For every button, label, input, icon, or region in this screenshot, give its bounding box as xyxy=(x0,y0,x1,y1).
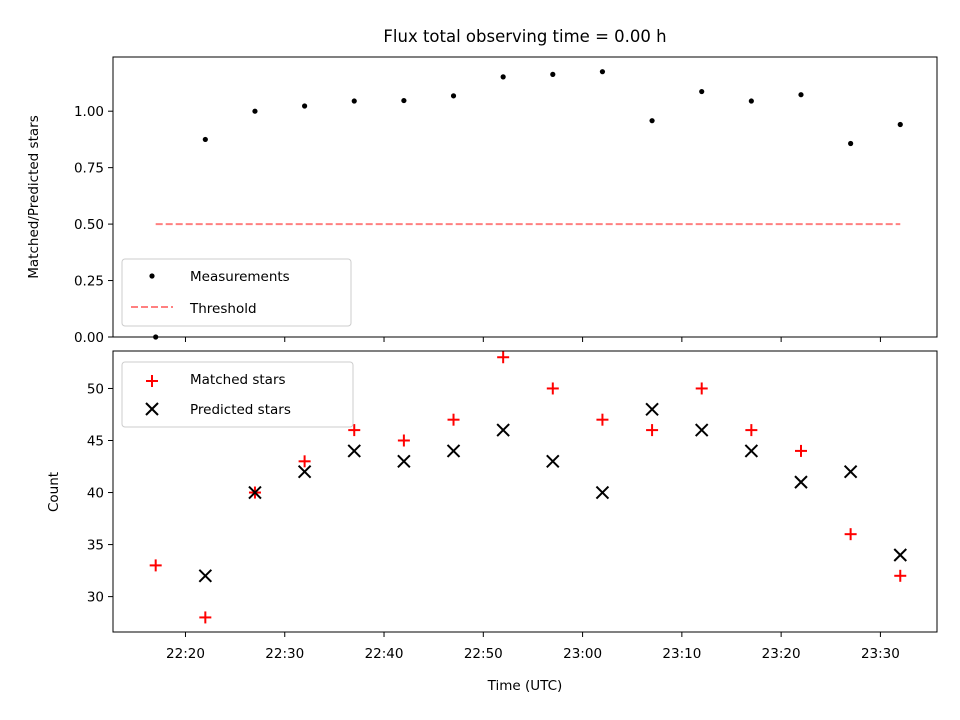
measurements-point xyxy=(252,108,258,114)
predicted-stars-point xyxy=(297,465,312,479)
matched-stars-point xyxy=(497,351,510,364)
matched-stars-point xyxy=(199,611,212,624)
top-panel-frame xyxy=(112,56,938,338)
x-tick-label: 22:50 xyxy=(464,646,503,662)
x-tick-label: 22:30 xyxy=(265,646,304,662)
measurements-point xyxy=(302,103,308,109)
x-tick-label: 23:10 xyxy=(662,646,701,662)
measurements-point xyxy=(550,71,556,77)
x-tick-label: 23:00 xyxy=(563,646,602,662)
bottom-y-tick-label: 35 xyxy=(87,538,104,554)
predicted-stars-point xyxy=(198,569,213,583)
matched-stars-point xyxy=(298,455,311,468)
top-y-tick-label: 0.00 xyxy=(74,330,104,346)
measurements-point xyxy=(748,98,754,104)
bottom-legend: Matched stars Predicted stars xyxy=(121,361,354,428)
matched-stars-point xyxy=(695,382,708,395)
legend-matched-marker xyxy=(146,375,158,387)
measurements-point xyxy=(699,88,705,95)
predicted-stars-point xyxy=(695,423,709,437)
predicted-stars-point xyxy=(397,454,411,469)
top-panel: 0.00 0.25 0.50 0.75 1.00 Matched/Predicted s… xyxy=(26,56,938,346)
matched-stars-point xyxy=(149,559,162,572)
top-legend-box xyxy=(121,258,352,327)
measurements-point xyxy=(202,136,208,143)
top-y-tick-label: 0.50 xyxy=(74,217,104,233)
predicted-stars-point xyxy=(546,454,560,469)
predicted-stars-point xyxy=(645,402,659,416)
matched-stars-point xyxy=(844,528,857,541)
matched-stars-point xyxy=(596,413,609,426)
bottom-panel: 30 35 40 45 50 22:20 22:30 22:40 22:50 23:00 23:10… xyxy=(46,350,938,662)
predicted-stars-point xyxy=(446,444,461,458)
measurements-point xyxy=(351,98,357,104)
bottom-panel-frame xyxy=(112,350,938,633)
matched-stars-point xyxy=(447,413,460,426)
top-y-tick-label: 0.75 xyxy=(74,161,104,177)
top-y-tick-label: 0.25 xyxy=(74,274,104,290)
bottom-y-tick-label: 45 xyxy=(87,434,104,450)
x-tick-label: 23:30 xyxy=(861,646,900,662)
x-tick-label: 22:20 xyxy=(166,646,205,662)
top-legend: Measurements Threshold xyxy=(121,258,352,327)
measurements-point xyxy=(599,69,606,75)
predicted-stars-point xyxy=(248,485,262,500)
legend-measurements-marker xyxy=(149,273,155,279)
measurements-point xyxy=(649,118,655,124)
legend-predicted-marker xyxy=(145,402,159,416)
top-y-tick-label: 1.00 xyxy=(74,104,104,120)
x-tick-label: 23:20 xyxy=(762,646,801,662)
predicted-stars-point xyxy=(496,423,510,437)
matched-stars-point xyxy=(745,424,758,437)
predicted-stars-point xyxy=(843,465,858,479)
bottom-legend-box xyxy=(121,361,354,428)
matched-stars-point xyxy=(794,444,807,457)
bottom-y-axis-label: Count xyxy=(46,472,62,512)
bottom-y-tick-label: 30 xyxy=(87,590,104,606)
predicted-stars-point xyxy=(744,444,759,458)
matched-stars-point xyxy=(546,382,559,395)
predicted-stars-point xyxy=(893,548,907,562)
legend-predicted-label: Predicted stars xyxy=(190,402,291,418)
measurements-point xyxy=(500,74,506,80)
measurements-point xyxy=(798,92,804,98)
measurements-point xyxy=(450,93,457,99)
x-tick-label: 22:40 xyxy=(365,646,404,662)
legend-matched-label: Matched stars xyxy=(190,372,286,388)
predicted-stars-point xyxy=(595,485,610,500)
bottom-y-tick-label: 50 xyxy=(87,381,104,397)
x-axis-label: Time (UTC) xyxy=(487,678,563,694)
predicted-stars-point xyxy=(794,475,808,489)
matched-stars-point xyxy=(646,424,659,437)
matched-stars-point xyxy=(348,424,361,437)
measurements-point xyxy=(897,121,903,128)
top-y-axis-label: Matched/Predicted stars xyxy=(26,115,42,278)
measurements-point xyxy=(848,140,854,147)
legend-measurements-label: Measurements xyxy=(190,269,290,285)
matched-stars-point xyxy=(894,569,907,582)
legend-threshold-label: Threshold xyxy=(189,301,257,317)
bottom-y-tick-label: 40 xyxy=(87,486,104,502)
chart-title: Flux total observing time = 0.00 h xyxy=(383,27,666,46)
matched-stars-point xyxy=(397,434,410,447)
measurements-point xyxy=(401,97,407,104)
predicted-stars-point xyxy=(347,444,361,458)
